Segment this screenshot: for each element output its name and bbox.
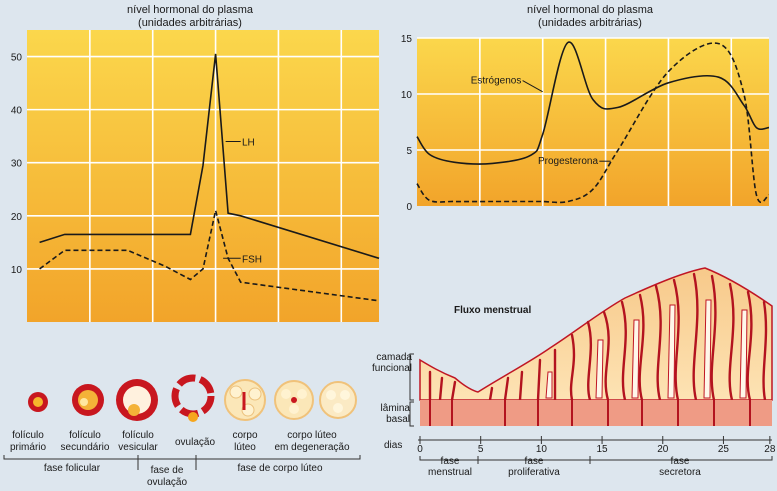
stage-primary-line1: folículo (12, 430, 44, 441)
right-ytick-1: 5 (406, 146, 412, 157)
phase-corpus-luteum-text: fase de corpo lúteo (237, 463, 323, 474)
ovulation-illustration (171, 374, 215, 422)
estrogen-label: Estrógenos (471, 76, 522, 87)
ovarian-phase-brackets (3, 455, 361, 470)
phase-follicular-text: fase folicular (43, 463, 101, 474)
right-chart-title-block: nível hormonal do plasma (unidades arbit… (510, 4, 670, 30)
stage-secondary-line2: secundário (60, 442, 110, 453)
left-hormone-chart: 10 20 30 40 50 LH FSH (11, 30, 380, 322)
phase-menstrual-line2: menstrual (428, 467, 472, 478)
phase-secretory-line1: fase (670, 456, 690, 467)
gland-lumens (545, 299, 748, 399)
day-tick-6: 28 (764, 444, 776, 455)
estrogen-pointer (522, 80, 543, 93)
stage-degenerating-corpus-luteum: corpo lúteo em degeneração (262, 430, 362, 454)
degenerating-corpus-luteum-illustration (274, 380, 314, 420)
phase-corpus-luteum: fase de corpo lúteo (200, 463, 360, 474)
phase-ovulation-line1: fase de (150, 465, 184, 476)
phase-proliferative-line1: fase (524, 456, 544, 467)
left-ytick-3: 40 (11, 106, 23, 117)
right-plot-area (417, 38, 769, 206)
stage-ovulation: ovulação (168, 437, 222, 449)
right-ytick-0: 0 (406, 202, 412, 213)
fsh-label: FSH (242, 254, 262, 265)
phase-ovulation: fase de ovulação (140, 465, 194, 489)
right-ytick-2: 10 (401, 90, 413, 101)
functional-layer-text: camada funcional (372, 352, 413, 374)
basal-bracket (409, 401, 414, 427)
stage-secondary-line1: folículo (69, 430, 101, 441)
left-ytick-2: 30 (11, 159, 23, 170)
stage-vesicular-line1: folículo (122, 430, 154, 441)
phase-proliferative-line2: proliferativa (508, 467, 560, 478)
endometrial-glands (428, 272, 768, 402)
corpus-luteum-illustration (224, 379, 266, 421)
stage-secondary-follicle: folículo secundário (56, 430, 114, 454)
stage-primary-line2: primário (9, 442, 47, 453)
day-tick-2: 10 (536, 444, 548, 455)
stage-primary-follicle: folículo primário (2, 430, 54, 454)
phase-secretory-line2: secretora (659, 467, 701, 478)
phase-ovulation-line2: ovulação (146, 477, 188, 488)
left-chart-title-block: nível hormonal do plasma (unidades arbit… (110, 4, 270, 30)
left-ytick-4: 50 (11, 53, 23, 64)
day-tick-0: 0 (417, 444, 423, 455)
left-plot-area (27, 30, 379, 322)
basal-layer-text: lâmina basal (380, 403, 410, 425)
stage-corpus-luteum: corpo lúteo (222, 430, 268, 454)
menstrual-flow-title: Fluxo menstrual (454, 305, 532, 316)
stage-corpus-luteum-line2: lúteo (234, 442, 256, 453)
functional-layer (419, 267, 773, 401)
progesterone-label: Progesterona (538, 156, 598, 167)
phase-proliferative: fase proliferativa (482, 456, 586, 478)
left-ytick-1: 20 (11, 212, 23, 223)
left-series-fsh (39, 210, 380, 302)
right-ytick-3: 15 (401, 34, 413, 45)
corpus-albicans-illustration (319, 381, 357, 419)
vesicular-follicle-illustration (116, 379, 158, 421)
left-ytick-0: 10 (11, 265, 23, 276)
lh-label: LH (242, 137, 255, 148)
functional-layer-label: camada funcional (372, 352, 412, 374)
days-axis-label: dias (384, 440, 403, 451)
phase-secretory: fase secretora (620, 456, 740, 478)
left-chart-subtitle: (unidades arbitrárias) (138, 17, 242, 29)
ovarian-phase-line (3, 455, 361, 460)
stage-corpus-luteum-line1: corpo (232, 430, 258, 441)
phase-menstrual-line1: fase (440, 456, 460, 467)
basal-layer (420, 400, 772, 426)
left-series-lh (39, 53, 380, 260)
stage-degenerating-line1: corpo lúteo (287, 430, 337, 441)
phase-menstrual: fase menstrual (422, 456, 478, 478)
follicle-illustrations (28, 374, 357, 422)
primary-follicle-illustration (28, 392, 48, 412)
right-series-0 (416, 41, 770, 165)
right-hormone-chart: 0 5 10 15 Estrógenos Progesterona (401, 34, 770, 213)
stage-ovulation-line1: ovulação (174, 437, 216, 448)
phase-follicular: fase folicular (10, 463, 134, 474)
day-tick-4: 20 (657, 444, 669, 455)
day-tick-5: 25 (718, 444, 730, 455)
right-chart-title: nível hormonal do plasma (527, 4, 653, 16)
day-tick-3: 15 (597, 444, 609, 455)
functional-bracket (409, 353, 414, 401)
phase-bracket-line (419, 456, 773, 461)
day-tick-1: 5 (478, 444, 484, 455)
stage-vesicular-line2: vesicular (118, 442, 158, 453)
stage-vesicular-follicle: folículo vesicular (112, 430, 164, 454)
basal-vessels (429, 400, 751, 426)
right-chart-subtitle: (unidades arbitrárias) (538, 17, 642, 29)
left-chart-title: nível hormonal do plasma (127, 4, 253, 16)
basal-layer-label: lâmina basal (370, 403, 410, 425)
secondary-follicle-illustration (72, 384, 104, 416)
endometrium-panel: 0 5 10 15 20 25 28 (409, 267, 776, 464)
stage-degenerating-line2: em degeneração (274, 442, 350, 453)
